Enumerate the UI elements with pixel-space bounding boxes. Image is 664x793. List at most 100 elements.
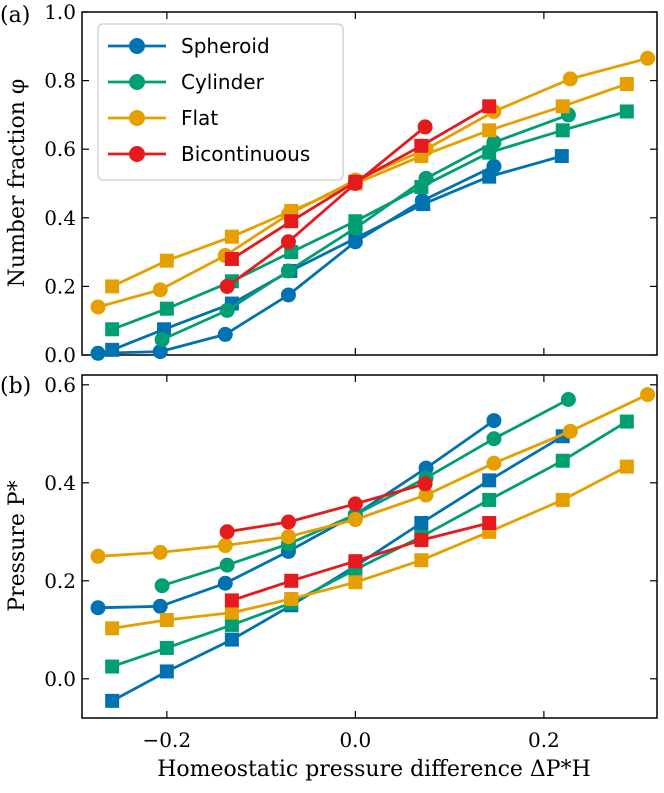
point-flat-square (414, 553, 429, 568)
point-bicontinuous-square (284, 214, 299, 229)
legend-swatch-marker (129, 74, 145, 90)
point-spheroid-circle (90, 345, 106, 361)
point-flat-circle (562, 423, 578, 439)
point-spheroid-square (482, 473, 497, 488)
point-flat-circle (418, 487, 434, 503)
point-flat-square (105, 279, 120, 294)
ytick-label: 0.2 (44, 569, 76, 593)
series-line-bicontinuous-circle (226, 125, 426, 288)
point-cylinder-circle (219, 557, 235, 573)
point-bicontinuous-circle (417, 119, 433, 135)
ytick-label: 0.6 (44, 373, 76, 397)
point-bicontinuous-square (482, 515, 497, 530)
plot-area-a: 0.0 0.2 0.4 0.6 0.8 1.0 (44, 0, 658, 367)
point-bicontinuous-square (414, 138, 429, 153)
ytick-label: 0.6 (44, 137, 76, 161)
point-flat-circle (90, 299, 106, 315)
point-cylinder-square (105, 322, 120, 337)
point-flat-circle (486, 455, 502, 471)
point-spheroid-circle (152, 598, 168, 614)
point-spheroid-square (482, 169, 497, 184)
point-spheroid-circle (217, 326, 233, 342)
legend-label-flat: Flat (181, 106, 218, 130)
point-spheroid-circle (486, 413, 502, 429)
panel-b: (b) Pressure P* 0.0 0.2 0.4 0.6 −0.2 0.0 0.2 H… (0, 373, 658, 782)
point-bicontinuous-square (224, 593, 239, 608)
point-bicontinuous-circle (280, 514, 296, 530)
point-bicontinuous-circle (347, 496, 363, 512)
point-cylinder-square (555, 123, 570, 138)
point-bicontinuous-square (348, 174, 363, 189)
point-spheroid-square (554, 149, 569, 164)
point-cylinder-square (224, 617, 239, 632)
xtick-label: −0.2 (143, 728, 192, 752)
point-cylinder-circle (560, 392, 576, 407)
legend-label-spheroid: Spheroid (181, 34, 270, 58)
point-spheroid-circle (280, 287, 296, 303)
point-flat-square (619, 459, 634, 474)
ytick-label: 0.2 (44, 274, 76, 298)
point-flat-square (159, 613, 174, 627)
point-cylinder-square (482, 492, 497, 507)
series-line-cylinder-square (111, 420, 628, 668)
legend: Spheroid Cylinder Flat Bicontinuous (97, 23, 344, 181)
point-flat-square (224, 229, 239, 244)
point-cylinder-square (105, 659, 120, 674)
point-bicontinuous-square (348, 554, 363, 569)
point-spheroid-square (105, 693, 120, 708)
point-bicontinuous-square (224, 251, 239, 266)
point-flat-circle (152, 544, 168, 560)
point-flat-square (619, 77, 634, 92)
point-spheroid-square (348, 231, 363, 246)
point-flat-square (555, 492, 570, 507)
point-bicontinuous-square (414, 533, 429, 548)
legend-swatch-marker (129, 38, 145, 54)
point-spheroid-square (414, 515, 429, 530)
xtick-label: 0.0 (339, 728, 371, 752)
x-axis-label: Homeostatic pressure difference ΔP*H (157, 757, 591, 782)
series-line-flat-square (111, 465, 628, 630)
series-line-spheroid-square (111, 154, 563, 352)
ytick-label: 0.0 (44, 667, 76, 691)
panel-b-ylabel: Pressure P* (5, 480, 30, 611)
point-flat-square (284, 591, 299, 606)
point-cylinder-square (555, 453, 570, 468)
point-cylinder-square (159, 301, 174, 316)
point-bicontinuous-circle (280, 234, 296, 250)
point-flat-circle (347, 512, 363, 528)
point-flat-circle (640, 387, 656, 403)
legend-label-cylinder: Cylinder (181, 70, 265, 94)
plot-area-b: 0.0 0.2 0.4 0.6 −0.2 0.0 0.2 (44, 373, 658, 752)
point-cylinder-square (482, 145, 497, 160)
ytick-label: 0.4 (44, 471, 76, 495)
panel-b-label: (b) (0, 374, 31, 399)
axes-frame-b (81, 374, 658, 719)
point-cylinder-circle (280, 263, 296, 279)
point-spheroid-square (224, 632, 239, 647)
xtick-label: 0.2 (528, 728, 560, 752)
point-flat-circle (280, 529, 296, 545)
point-flat-square (348, 575, 363, 590)
point-bicontinuous-circle (219, 524, 235, 540)
ytick-label: 1.0 (44, 0, 76, 24)
point-flat-square (224, 605, 239, 620)
point-flat-square (482, 123, 497, 138)
legend-label-bicontinuous: Bicontinuous (181, 142, 310, 166)
point-flat-circle (562, 71, 578, 87)
panel-a-label: (a) (0, 3, 30, 28)
ytick-label: 0.0 (44, 343, 76, 367)
point-cylinder-square (619, 414, 634, 429)
point-flat-square (105, 621, 120, 636)
point-cylinder-square (159, 640, 174, 655)
point-flat-circle (217, 538, 233, 554)
legend-box (97, 23, 344, 181)
point-spheroid-square (416, 197, 431, 212)
series-line-bicontinuous-circle (226, 482, 426, 534)
point-cylinder-square (348, 214, 363, 229)
panel-a: (a) Number fraction φ 0.0 0.2 0.4 0.6 0.8 1.0… (0, 0, 658, 367)
point-spheroid-square (159, 664, 174, 679)
point-spheroid-circle (90, 600, 106, 616)
point-cylinder-square (619, 104, 634, 119)
ytick-label: 0.4 (44, 206, 76, 230)
